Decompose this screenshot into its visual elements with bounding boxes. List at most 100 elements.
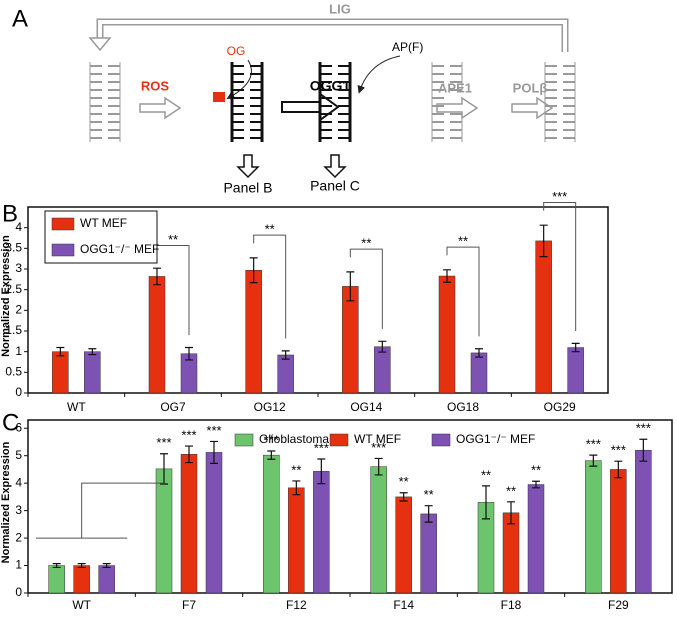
panel-b-ref: Panel B	[223, 180, 272, 196]
significance: ***	[636, 421, 651, 436]
error-bar	[267, 450, 276, 460]
error-bar	[507, 501, 515, 525]
error-bar	[346, 271, 355, 302]
error-bar	[532, 480, 540, 489]
bar	[288, 487, 305, 594]
bar	[374, 346, 391, 394]
error-bar	[292, 480, 301, 496]
significance: **	[361, 236, 371, 251]
y-tick-label: 4	[15, 475, 22, 489]
legend-label: WT MEF	[80, 216, 127, 230]
significance: ***	[156, 435, 171, 450]
x-tick-label: F7	[182, 598, 196, 612]
error-bar	[153, 267, 161, 286]
bar	[52, 351, 69, 394]
significance: **	[481, 467, 491, 482]
y-tick-label: 0	[15, 385, 22, 399]
error-bar	[614, 460, 623, 479]
x-tick-label: WT	[72, 598, 91, 612]
arrow	[436, 96, 479, 120]
y-tick-label: 3	[15, 503, 22, 517]
bar	[438, 275, 456, 394]
error-bar	[56, 346, 65, 357]
y-tick-label: 0	[15, 585, 22, 599]
significance: **	[531, 463, 541, 478]
y-axis-label: Normalized Expression	[0, 235, 12, 357]
y-tick-label: 1	[15, 344, 22, 358]
ape1-label: APE1	[438, 80, 472, 95]
error-bar	[88, 348, 97, 356]
significance: **	[291, 462, 301, 477]
error-bar	[374, 457, 383, 476]
error-bar	[317, 458, 326, 485]
lig-arrow-head	[88, 37, 112, 52]
panel-label: C	[2, 409, 19, 436]
ap-label: AP(F)	[392, 40, 423, 54]
legend-label: WT MEF	[354, 432, 401, 446]
legend-label: Glioblastoma	[259, 432, 329, 446]
bar	[342, 286, 359, 394]
significance: **	[265, 222, 275, 237]
x-tick-label: OG7	[160, 400, 186, 414]
bar	[84, 351, 101, 394]
y-tick-label: 2	[15, 303, 22, 317]
legend-swatch	[234, 433, 254, 447]
legend-swatch	[51, 217, 75, 231]
bar	[527, 484, 545, 594]
error-bar	[160, 453, 168, 485]
x-tick-label: F18	[501, 598, 522, 612]
bracket	[253, 234, 287, 339]
panel-c-ref: Panel C	[310, 178, 360, 194]
error-bar	[52, 563, 61, 569]
error-bar	[249, 257, 258, 284]
bar	[635, 449, 652, 594]
x-tick-label: OG14	[350, 400, 382, 414]
bar	[502, 512, 520, 594]
error-bar	[378, 340, 387, 353]
legend-swatch	[329, 433, 349, 447]
significance: ***	[181, 428, 196, 443]
bar	[470, 352, 488, 394]
error-bar	[185, 445, 193, 464]
significance: **	[399, 474, 409, 489]
x-tick-label: F14	[393, 598, 414, 612]
y-tick-label: 2.5	[5, 282, 22, 296]
plot-frame	[27, 419, 673, 594]
bar	[245, 269, 262, 394]
significance: **	[424, 487, 434, 502]
x-tick-label: WT	[67, 400, 86, 414]
lig-label: LIG	[329, 1, 351, 16]
bar	[48, 565, 65, 594]
bracket	[446, 246, 480, 337]
arrow	[139, 96, 182, 120]
error-bar	[399, 492, 408, 502]
y-tick-label: 1.5	[5, 323, 22, 337]
bar	[395, 496, 412, 594]
error-bar	[639, 438, 648, 462]
significance: **	[168, 232, 178, 247]
bar	[180, 454, 198, 594]
bar	[205, 452, 223, 594]
legend-swatch	[431, 433, 451, 447]
pointer	[226, 59, 252, 99]
legend-label: OGG1⁻/⁻ MEF	[456, 432, 535, 446]
significance: ***	[314, 440, 329, 455]
error-bar	[424, 505, 433, 523]
y-axis-label: Normalized Expression	[0, 441, 12, 563]
significance: ***	[206, 423, 221, 438]
error-bar	[210, 440, 218, 464]
error-bar	[77, 563, 86, 569]
bar	[610, 469, 627, 594]
significance: ***	[371, 440, 386, 455]
og-lesion	[213, 92, 225, 102]
error-bar	[482, 485, 490, 520]
bar	[263, 454, 280, 594]
bar	[148, 276, 166, 394]
error-bar	[185, 346, 193, 361]
y-tick-label: 3.5	[5, 241, 22, 255]
y-tick-label: 6	[15, 420, 22, 434]
significance: ***	[264, 432, 279, 447]
significance: ***	[552, 189, 567, 204]
y-tick-label: 0.5	[5, 365, 22, 379]
